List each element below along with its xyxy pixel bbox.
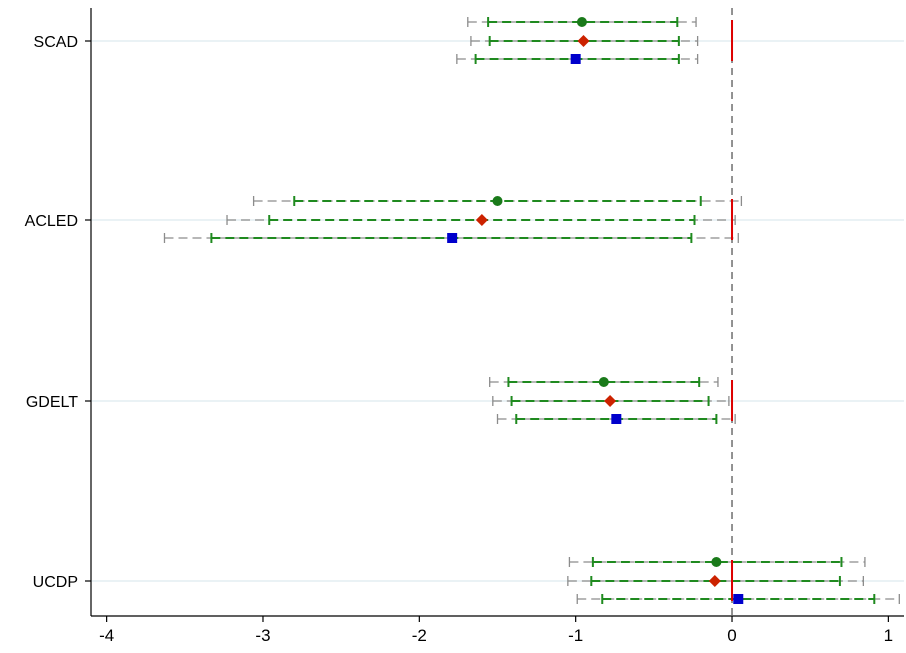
acled-circle-point <box>492 196 503 206</box>
grid-lines <box>91 40 904 582</box>
y-tick-label-acled: ACLED <box>25 213 78 230</box>
scad-diamond-point <box>577 35 590 47</box>
gdelt-diamond-point <box>604 395 617 407</box>
x-tick-label: -4 <box>99 626 114 645</box>
acled-diamond-point <box>475 214 488 226</box>
gdelt-square-point <box>611 414 622 424</box>
x-tick-label: 0 <box>727 626 736 645</box>
x-tick-label: -2 <box>412 626 427 645</box>
ucdp-circle-point <box>711 557 722 567</box>
x-tick-label: -3 <box>255 626 270 645</box>
y-tick-label-scad: SCAD <box>34 34 78 51</box>
ucdp-diamond-point <box>708 575 721 587</box>
axes: -4 -3 -2 -1 0 1 SCAD ACLED GDELT UCDP <box>25 8 904 645</box>
x-tick-label: -1 <box>568 626 583 645</box>
gdelt-circle-point <box>598 377 609 387</box>
scad-circle-point <box>576 17 587 27</box>
x-tick-label: 1 <box>884 626 893 645</box>
y-tick-label-gdelt: GDELT <box>26 394 78 411</box>
data-marks <box>163 8 900 616</box>
ucdp-square-point <box>733 594 744 604</box>
y-tick-label-ucdp: UCDP <box>33 574 78 591</box>
scad-square-point <box>570 54 581 64</box>
acled-square-point <box>447 233 458 243</box>
